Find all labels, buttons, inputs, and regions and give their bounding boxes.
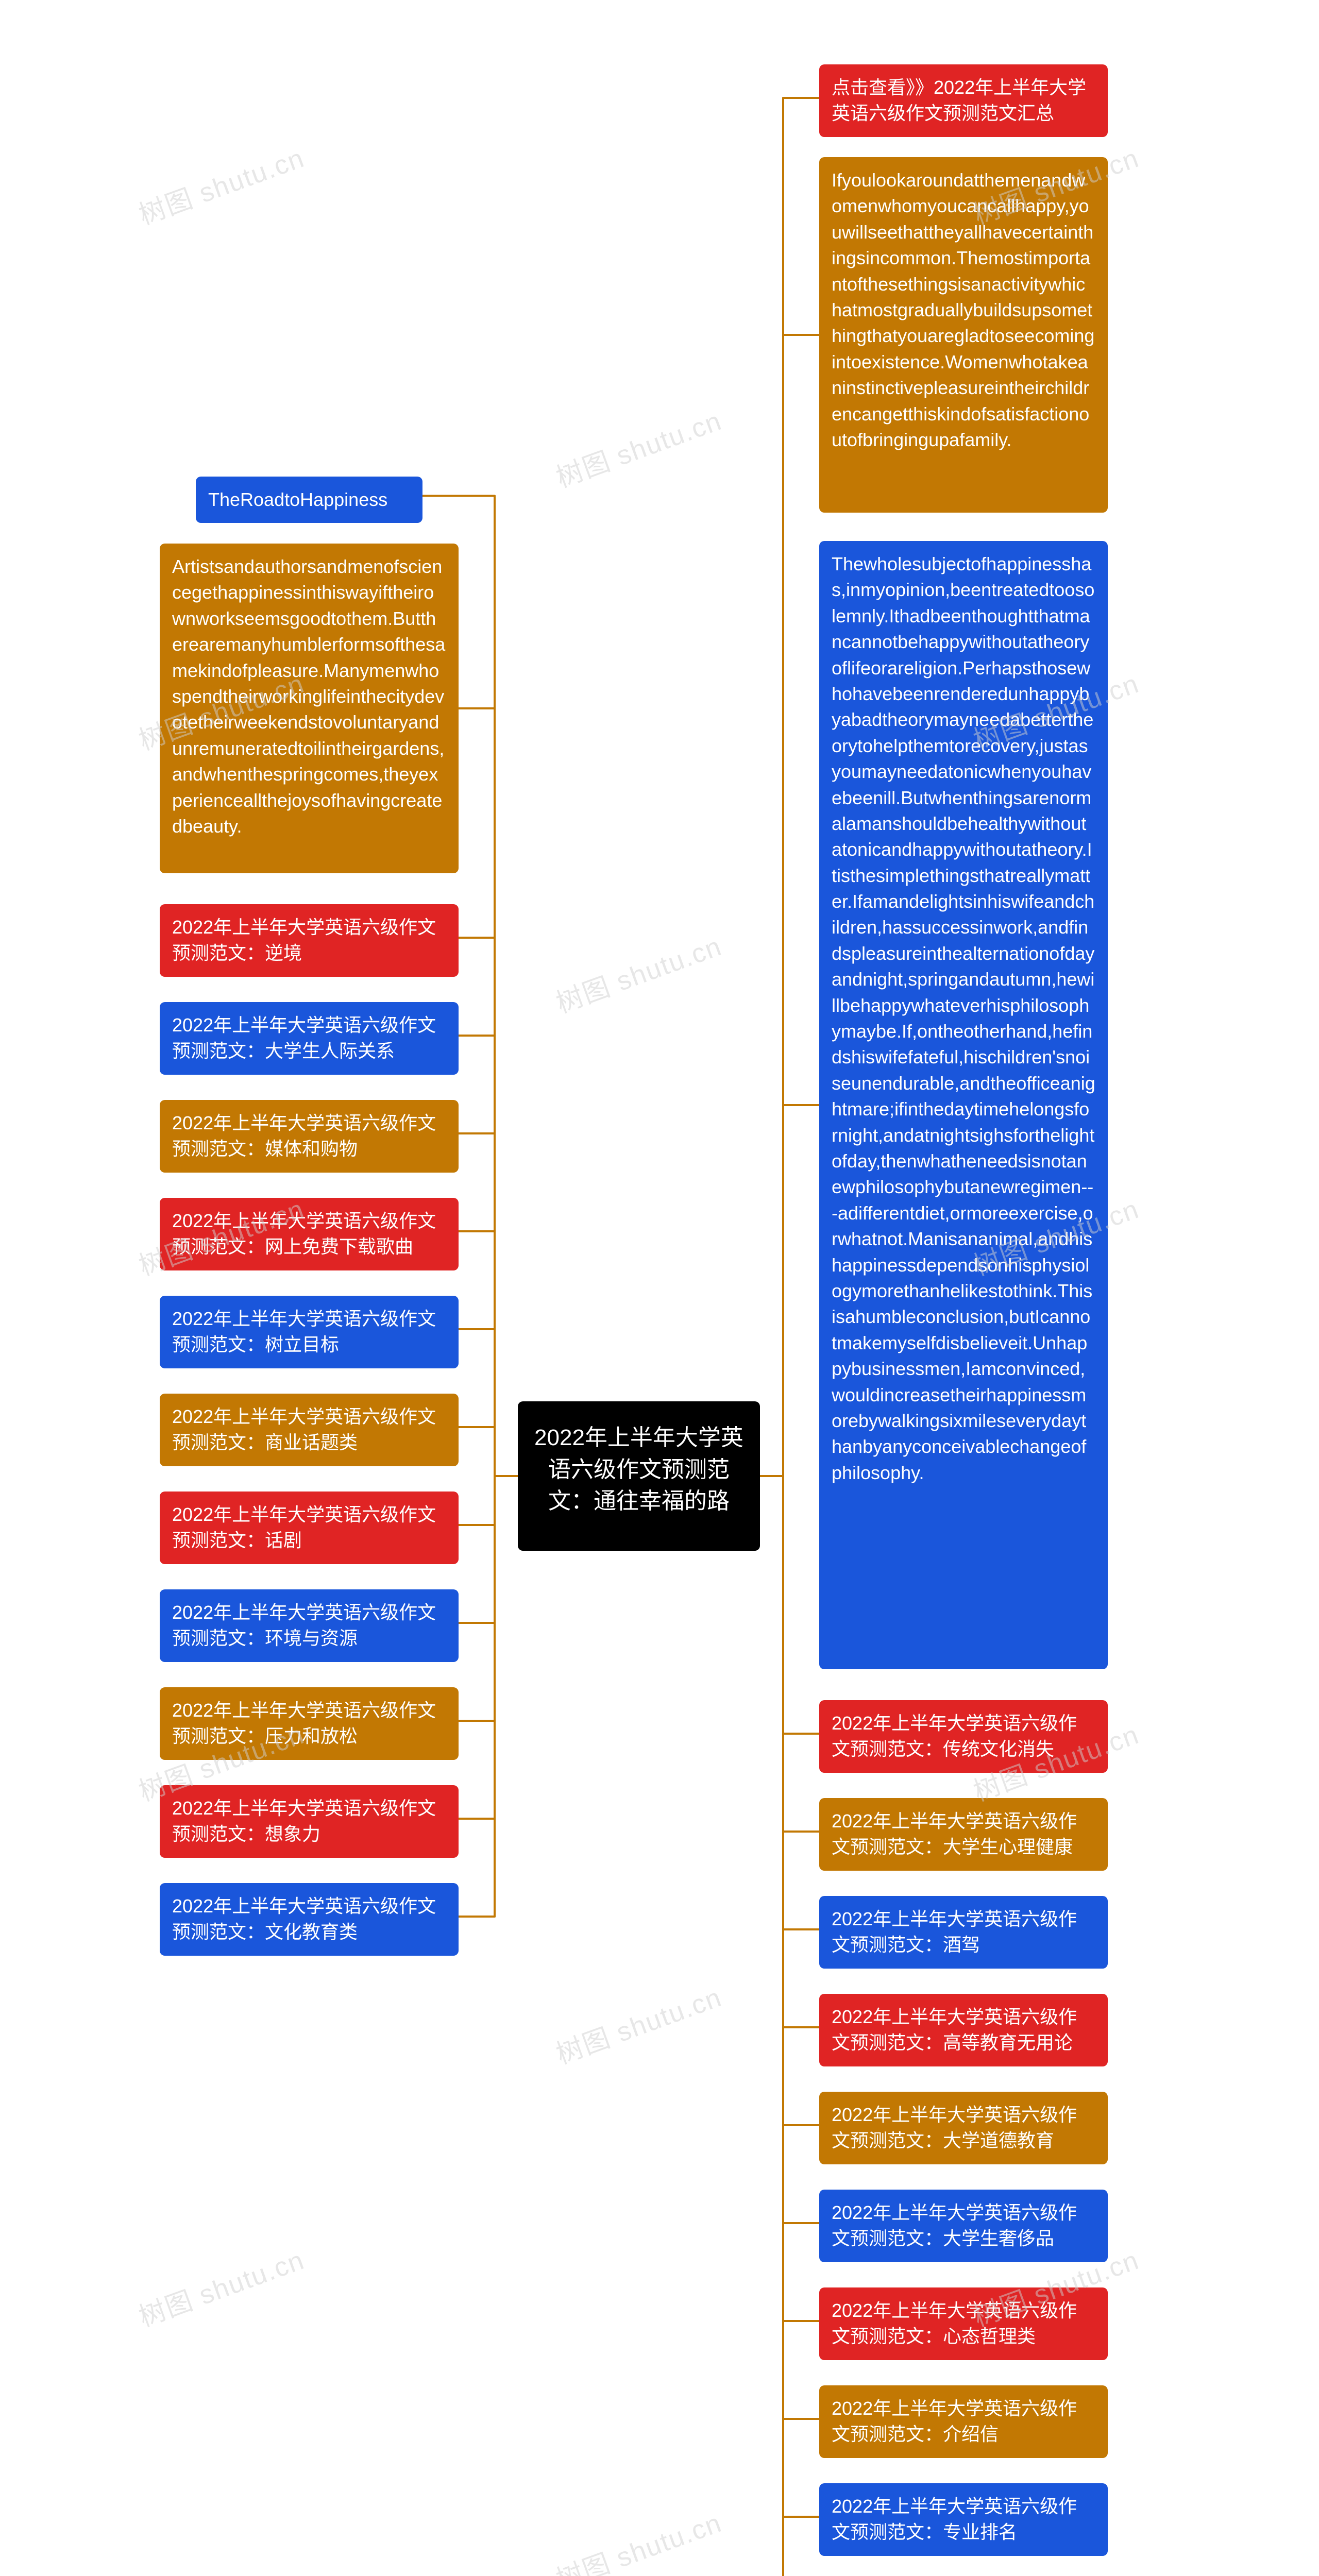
watermark-text: 树图 shutu.cn	[135, 669, 309, 756]
watermark-text: 树图 shutu.cn	[135, 1720, 309, 1807]
watermark-text: 树图 shutu.cn	[970, 2245, 1143, 2333]
watermark-text: 树图 shutu.cn	[552, 2508, 726, 2576]
watermark: 树图 shutu.cn	[132, 137, 309, 232]
watermark: 树图 shutu.cn	[132, 1713, 309, 1809]
watermark-text: 树图 shutu.cn	[970, 669, 1143, 756]
watermark: 树图 shutu.cn	[967, 2239, 1143, 2334]
watermark: 树图 shutu.cn	[132, 2239, 309, 2334]
watermark-layer: 树图 shutu.cn 树图 shutu.cn 树图 shutu.cn 树图 shut…	[0, 0, 1319, 2576]
watermark: 树图 shutu.cn	[550, 925, 726, 1021]
watermark-text: 树图 shutu.cn	[552, 406, 726, 494]
watermark: 树图 shutu.cn	[132, 1188, 309, 1283]
watermark-text: 树图 shutu.cn	[135, 1194, 309, 1282]
watermark: 树图 shutu.cn	[967, 1188, 1143, 1283]
watermark: 树图 shutu.cn	[967, 137, 1143, 232]
watermark: 树图 shutu.cn	[967, 662, 1143, 758]
watermark-text: 树图 shutu.cn	[970, 1194, 1143, 1282]
watermark-text: 树图 shutu.cn	[135, 143, 309, 231]
watermark-text: 树图 shutu.cn	[135, 2245, 309, 2333]
watermark: 树图 shutu.cn	[550, 1976, 726, 2072]
watermark-text: 树图 shutu.cn	[552, 931, 726, 1019]
watermark-text: 树图 shutu.cn	[970, 143, 1143, 231]
watermark-text: 树图 shutu.cn	[552, 1982, 726, 2070]
watermark: 树图 shutu.cn	[132, 662, 309, 758]
watermark-text: 树图 shutu.cn	[970, 1720, 1143, 1807]
watermark: 树图 shutu.cn	[550, 399, 726, 495]
watermark: 树图 shutu.cn	[550, 2501, 726, 2576]
watermark: 树图 shutu.cn	[967, 1713, 1143, 1809]
